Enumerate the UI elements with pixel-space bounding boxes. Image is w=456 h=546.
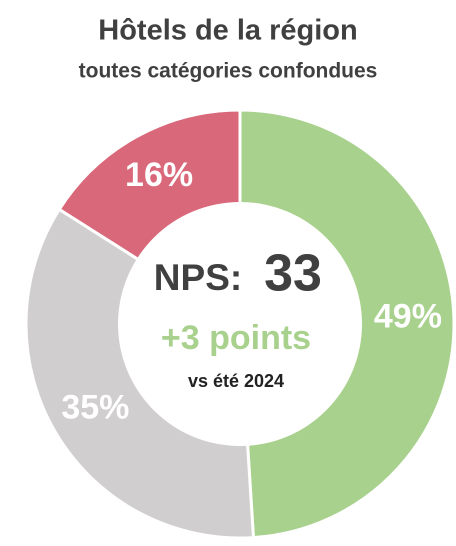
value-label: 35% [61, 389, 129, 427]
value-label: 49% [374, 298, 442, 336]
nps-label: NPS: [154, 257, 242, 298]
chart-subtitle: toutes catégories confondues [79, 60, 378, 83]
donut-hole [118, 202, 362, 446]
nps-change: +3 points [161, 319, 311, 357]
nps-value: 33 [264, 245, 322, 303]
chart-title: Hôtels de la région [98, 15, 357, 47]
value-label: 16% [125, 156, 193, 194]
nps-note: vs été 2024 [188, 371, 284, 391]
